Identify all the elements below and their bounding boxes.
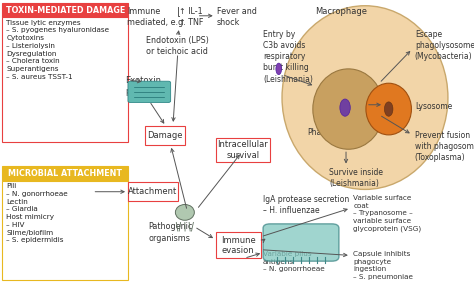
Text: Lysosome: Lysosome bbox=[415, 102, 452, 111]
FancyBboxPatch shape bbox=[2, 3, 128, 17]
FancyBboxPatch shape bbox=[216, 138, 270, 162]
Text: Capsule inhibits
phagocyte
ingestion
– S. pneumoniae: Capsule inhibits phagocyte ingestion – S… bbox=[353, 251, 413, 280]
FancyBboxPatch shape bbox=[2, 181, 128, 280]
Ellipse shape bbox=[384, 102, 393, 116]
Text: Variable surface
coat
– Trypanosome –
variable surface
glycoprotein (VSG): Variable surface coat – Trypanosome – va… bbox=[353, 195, 421, 232]
Text: Pathogenic
organisms: Pathogenic organisms bbox=[148, 222, 193, 243]
FancyBboxPatch shape bbox=[2, 17, 128, 142]
Ellipse shape bbox=[282, 6, 448, 189]
Text: Endotoxin (LPS)
or teichoic acid: Endotoxin (LPS) or teichoic acid bbox=[146, 36, 209, 56]
FancyBboxPatch shape bbox=[216, 232, 261, 258]
FancyBboxPatch shape bbox=[263, 224, 339, 261]
Text: MICROBIAL ATTACHMENT: MICROBIAL ATTACHMENT bbox=[8, 169, 122, 178]
Text: Fever and
shock: Fever and shock bbox=[217, 7, 257, 27]
Text: Exotoxin
production: Exotoxin production bbox=[126, 76, 171, 96]
Text: TOXIN-MEDIATED DAMAGE: TOXIN-MEDIATED DAMAGE bbox=[6, 5, 125, 15]
FancyBboxPatch shape bbox=[128, 81, 171, 102]
FancyBboxPatch shape bbox=[145, 126, 185, 145]
Text: ↑ IL-1
↑ TNF: ↑ IL-1 ↑ TNF bbox=[179, 7, 203, 27]
Text: Variable pilus
antigens
– N. gonorrhoeae: Variable pilus antigens – N. gonorrhoeae bbox=[263, 251, 325, 272]
Text: IgA protease secretion
– H. influenzae: IgA protease secretion – H. influenzae bbox=[263, 195, 349, 215]
FancyBboxPatch shape bbox=[128, 182, 178, 201]
Text: Immune
mediated, e.g.: Immune mediated, e.g. bbox=[127, 7, 186, 27]
Text: Damage: Damage bbox=[147, 131, 182, 140]
Text: Macrophage: Macrophage bbox=[315, 7, 367, 16]
Text: Tissue lytic enzymes
– S. pyogenes hyaluronidase
Cytotoxins
– Listeriolysin
Dysr: Tissue lytic enzymes – S. pyogenes hyalu… bbox=[6, 20, 109, 80]
Ellipse shape bbox=[366, 83, 411, 135]
Ellipse shape bbox=[276, 63, 282, 75]
Text: Prevent fusion
with phagosome
(Toxoplasma): Prevent fusion with phagosome (Toxoplasm… bbox=[415, 131, 474, 162]
Text: Entry by
C3b avoids
respiratory
burst killing
(Leishmania): Entry by C3b avoids respiratory burst ki… bbox=[263, 30, 313, 84]
Text: Immune
evasion: Immune evasion bbox=[221, 236, 255, 255]
Text: Attachment: Attachment bbox=[128, 187, 177, 196]
Ellipse shape bbox=[175, 204, 194, 220]
Ellipse shape bbox=[313, 69, 384, 149]
Text: Escape
phagolysosome
(Mycobacteria): Escape phagolysosome (Mycobacteria) bbox=[415, 30, 474, 61]
Ellipse shape bbox=[340, 99, 350, 116]
Text: Pili
– N. gonorrhoeae
Lectin
– Giardia
Host mimicry
– HIV
Slime/biofilm
– S. epi: Pili – N. gonorrhoeae Lectin – Giardia H… bbox=[6, 183, 68, 243]
Text: Intracellular
survival: Intracellular survival bbox=[218, 140, 268, 160]
Text: Phagosome: Phagosome bbox=[307, 128, 352, 137]
FancyBboxPatch shape bbox=[2, 166, 128, 181]
Text: Survive inside
(Leishmania): Survive inside (Leishmania) bbox=[329, 168, 383, 188]
